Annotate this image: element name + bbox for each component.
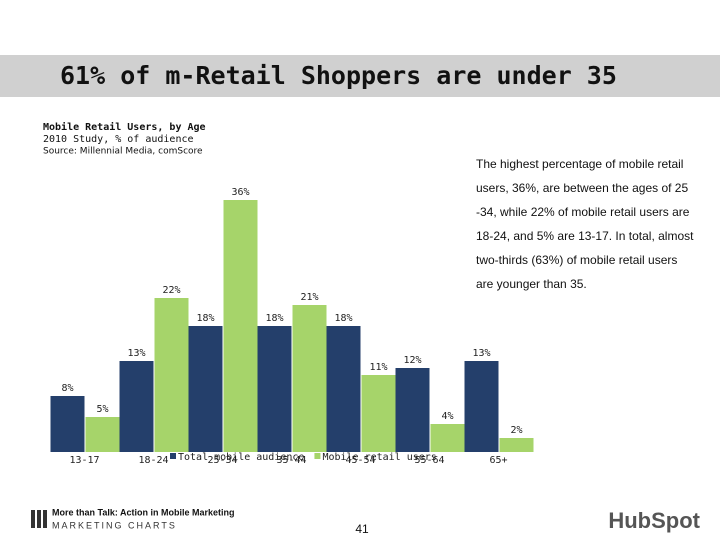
bar bbox=[188, 326, 223, 452]
hubspot-logo: HubSpot bbox=[608, 508, 700, 533]
value-label: 18% bbox=[196, 313, 214, 324]
x-tick-label: 25-34 bbox=[207, 455, 237, 466]
bar bbox=[119, 361, 154, 452]
value-label: 4% bbox=[441, 411, 453, 422]
value-label: 18% bbox=[265, 313, 283, 324]
bar bbox=[257, 326, 292, 452]
bar bbox=[326, 326, 361, 452]
chart-subtitle: 2010 Study, % of audience bbox=[43, 134, 194, 145]
bar bbox=[154, 298, 189, 452]
bar bbox=[50, 396, 85, 452]
x-tick-label: 18-24 bbox=[138, 455, 168, 466]
x-tick-label: 13-17 bbox=[69, 455, 99, 466]
x-tick-label: 35-44 bbox=[276, 455, 306, 466]
chart-title: Mobile Retail Users, by Age bbox=[43, 121, 206, 133]
value-label: 12% bbox=[403, 355, 421, 366]
footer-caption: More than Talk: Action in Mobile Marketi… bbox=[52, 507, 235, 517]
footer-brand: MARKETING CHARTS bbox=[52, 520, 177, 530]
bar bbox=[85, 417, 120, 452]
value-label: 13% bbox=[127, 348, 145, 359]
value-label: 5% bbox=[96, 404, 108, 415]
slide-title: 61% of m-Retail Shoppers are under 35 bbox=[60, 61, 617, 90]
value-label: 18% bbox=[334, 313, 352, 324]
logo-bars bbox=[31, 510, 47, 528]
bar bbox=[464, 361, 499, 452]
bar bbox=[430, 424, 465, 452]
bar bbox=[499, 438, 534, 452]
chart-source: Source: Millennial Media, comScore bbox=[43, 147, 203, 157]
legend-swatch bbox=[314, 453, 321, 459]
page-number: 41 bbox=[355, 522, 369, 536]
x-tick-label: 45-54 bbox=[345, 455, 375, 466]
value-label: 13% bbox=[472, 348, 490, 359]
commentary: The highest percentage of mobile retail … bbox=[476, 157, 694, 291]
bar bbox=[292, 305, 327, 452]
bar bbox=[361, 375, 396, 452]
x-tick-label: 65+ bbox=[489, 455, 507, 466]
value-label: 2% bbox=[510, 425, 522, 436]
value-label: 22% bbox=[162, 285, 180, 296]
value-label: 11% bbox=[369, 362, 387, 373]
bar bbox=[395, 368, 430, 452]
legend-label: Mobile retail users bbox=[322, 452, 436, 463]
value-label: 8% bbox=[61, 383, 73, 394]
value-label: 21% bbox=[300, 292, 318, 303]
legend-label: Total mobile audience bbox=[178, 452, 304, 463]
legend-swatch bbox=[170, 453, 176, 459]
title-band bbox=[0, 55, 720, 97]
value-label: 36% bbox=[231, 187, 249, 198]
x-tick-label: 55-64 bbox=[414, 455, 444, 466]
bar bbox=[223, 200, 258, 452]
